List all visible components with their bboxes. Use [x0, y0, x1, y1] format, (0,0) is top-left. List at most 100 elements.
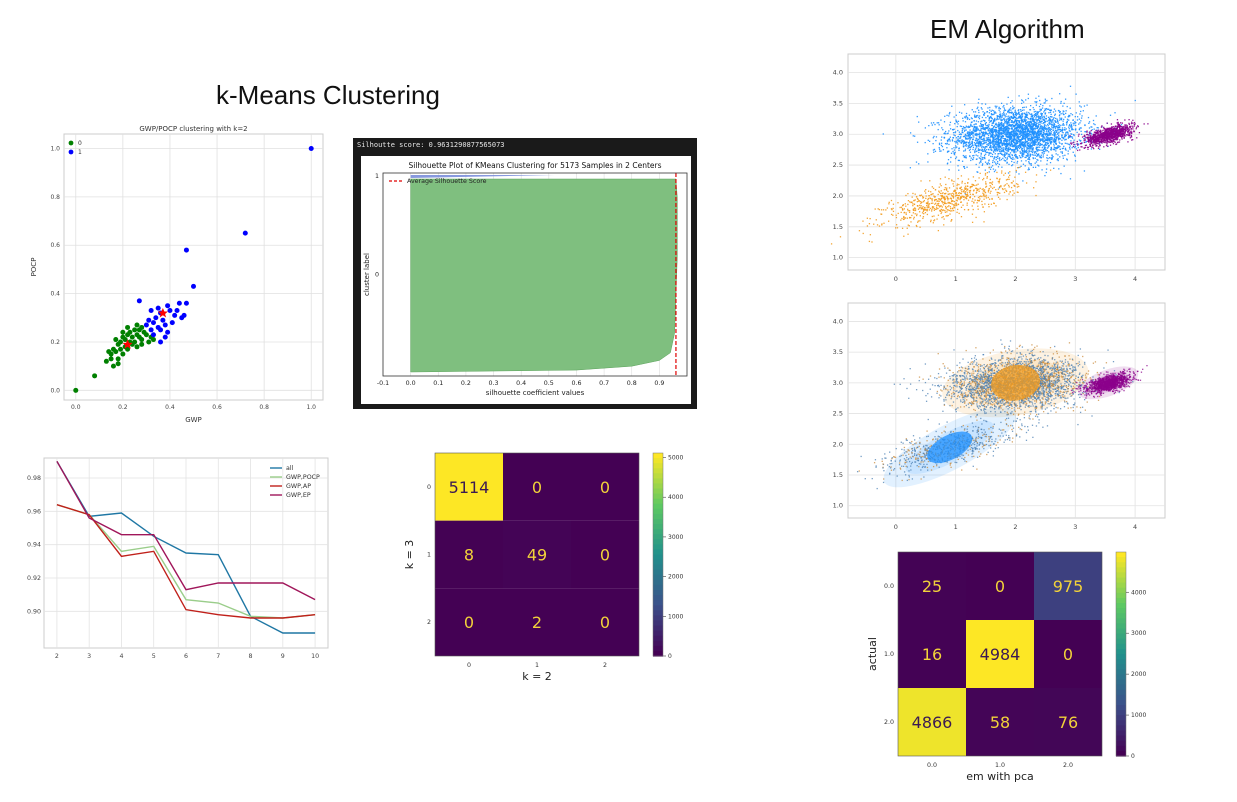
cluster-point	[912, 205, 914, 207]
cluster-point	[1008, 121, 1010, 124]
cluster-point	[994, 139, 996, 141]
cluster-point	[1037, 133, 1040, 135]
cluster-point	[1108, 129, 1110, 131]
cluster-point	[1004, 116, 1006, 118]
cluster-point	[952, 132, 955, 134]
cluster-point	[830, 243, 833, 245]
cluster-point	[1028, 158, 1031, 161]
cluster-point	[1006, 148, 1009, 150]
cluster-point	[1076, 143, 1078, 145]
cluster-point	[1026, 136, 1028, 139]
cluster-point	[1009, 143, 1011, 145]
cluster-point	[984, 147, 986, 149]
cluster-point	[1055, 138, 1057, 141]
cluster-point	[1092, 146, 1094, 149]
cluster-point	[1036, 127, 1038, 130]
cluster-point	[1087, 140, 1089, 143]
cluster-point	[1078, 118, 1081, 120]
cluster-point	[1033, 142, 1035, 144]
cluster-point	[1056, 125, 1058, 127]
cluster-point	[1106, 132, 1108, 134]
cluster-point	[1074, 129, 1077, 131]
cluster-point	[947, 214, 949, 217]
cluster-point	[1055, 130, 1057, 132]
cluster-point	[963, 196, 965, 198]
cluster-point	[1039, 130, 1041, 133]
cluster-point	[990, 134, 992, 136]
cluster-point	[1019, 143, 1021, 145]
cluster-point	[1032, 131, 1034, 133]
cluster-point	[993, 202, 995, 204]
cluster-point	[1091, 146, 1093, 148]
cluster-point	[1138, 131, 1141, 134]
cluster-point	[1018, 166, 1020, 169]
cluster-point	[1021, 137, 1023, 140]
cluster-point	[982, 140, 984, 142]
cluster-point	[1124, 119, 1126, 121]
x-tick-label: 0	[894, 275, 898, 283]
cluster-point	[1091, 128, 1093, 131]
cluster-point	[953, 206, 955, 208]
cluster-point	[1080, 130, 1082, 132]
cluster-point	[1042, 126, 1045, 129]
cluster-point	[944, 176, 946, 178]
cluster-point	[1011, 100, 1013, 102]
cluster-point	[986, 133, 988, 135]
cluster-point	[1029, 125, 1031, 127]
cluster-point	[986, 172, 989, 174]
cluster-point	[1019, 150, 1021, 153]
y-tick-label: 0	[427, 484, 431, 491]
cluster-point	[1057, 158, 1059, 160]
cluster-point	[1031, 134, 1033, 136]
cluster-point	[978, 111, 980, 114]
cluster-point	[965, 195, 968, 198]
cluster-point	[1056, 159, 1058, 161]
cluster-point	[935, 139, 937, 142]
cluster-point	[975, 134, 977, 136]
cluster-0-point	[122, 337, 128, 343]
cluster-point	[1007, 150, 1010, 152]
cluster-point	[1029, 133, 1031, 136]
cluster-point	[962, 154, 965, 157]
cluster-point	[1012, 141, 1015, 143]
cluster-point	[1088, 132, 1091, 135]
cluster-point	[982, 192, 984, 194]
cluster-point	[975, 145, 977, 147]
cluster-point	[1058, 115, 1061, 117]
cluster-point	[964, 191, 966, 194]
cluster-point	[1054, 127, 1057, 129]
legend-label-0: 0	[78, 140, 82, 147]
cluster-point	[1010, 124, 1013, 127]
cluster-point	[962, 204, 964, 206]
cluster-point	[1034, 162, 1036, 164]
cluster-point	[1025, 121, 1027, 123]
cluster-point	[996, 115, 999, 118]
cluster-point	[1022, 135, 1024, 137]
cluster-point	[1058, 110, 1060, 112]
cluster-point	[1018, 125, 1020, 127]
cluster-point	[1035, 110, 1037, 113]
cluster-point	[1086, 133, 1088, 136]
cluster-point	[1018, 113, 1021, 116]
cluster-point	[990, 110, 992, 113]
cluster-point	[1071, 129, 1073, 131]
cluster-point	[960, 206, 963, 208]
cluster-point	[1047, 125, 1049, 127]
cluster-point	[1041, 146, 1043, 149]
cluster-point	[1111, 137, 1113, 139]
cluster-point	[1077, 143, 1079, 145]
cluster-point	[1036, 158, 1038, 161]
cluster-point	[868, 240, 871, 243]
cluster-point	[973, 202, 975, 204]
cluster-point	[946, 133, 948, 135]
cluster-point	[970, 125, 973, 127]
cluster-point	[1063, 102, 1065, 105]
cluster-point	[983, 141, 985, 143]
cluster-point	[1052, 148, 1054, 150]
cluster-point	[1105, 134, 1107, 137]
cluster-point	[1025, 99, 1027, 101]
cluster-point	[1074, 146, 1077, 148]
cluster-point	[972, 144, 974, 146]
cluster-point	[1038, 165, 1040, 167]
cluster-point	[1003, 155, 1006, 158]
